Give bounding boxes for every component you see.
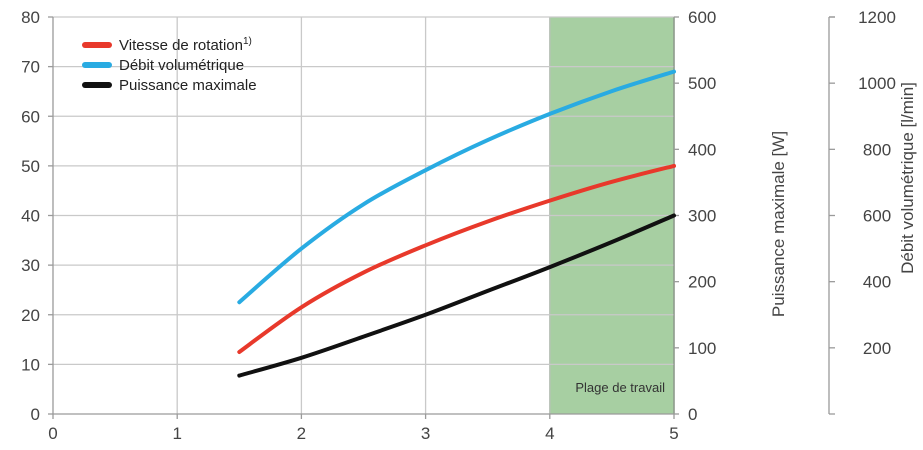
series-line-debit-volumetrique	[237, 69, 676, 305]
legend-label-vitesse: Vitesse de rotation1)	[119, 36, 252, 54]
grid-lines	[53, 16, 674, 414]
legend-swatch-debit	[82, 62, 112, 68]
right-axis-title-debit: Débit volumétrique [l/min]	[898, 82, 917, 274]
right-tick-label-debit: 200	[863, 339, 891, 358]
left-tick-label: 60	[21, 107, 40, 126]
right-tick-label-debit: 1000	[858, 74, 896, 93]
legend-swatch-vitesse	[82, 42, 112, 48]
legend-swatch-puissance	[82, 82, 112, 88]
right-tick-label-puissance: 200	[688, 273, 716, 292]
left-tick-label: 20	[21, 306, 40, 325]
right-tick-label-puissance: 400	[688, 140, 716, 159]
legend-label-puissance: Puissance maximale	[119, 77, 257, 94]
x-tick-label: 1	[172, 424, 181, 443]
x-tick-label: 4	[545, 424, 554, 443]
right-tick-label-debit: 400	[863, 273, 891, 292]
band-label: Plage de travail	[575, 380, 665, 395]
x-tick-label: 5	[669, 424, 678, 443]
x-tick-label: 3	[421, 424, 430, 443]
left-tick-label: 10	[21, 355, 40, 374]
left-tick-label: 50	[21, 157, 40, 176]
right-tick-label-puissance: 300	[688, 207, 716, 226]
left-tick-label: 0	[31, 405, 40, 424]
right-tick-label-puissance: 500	[688, 74, 716, 93]
series-line-puissance-maximale	[237, 213, 676, 378]
right-tick-label-debit: 1200	[858, 8, 896, 27]
left-tick-label: 70	[21, 58, 40, 77]
legend: Vitesse de rotation1) Débit volumétrique…	[82, 36, 257, 94]
right-tick-label-debit: 800	[863, 140, 891, 159]
left-tick-label: 80	[21, 8, 40, 27]
right-tick-label-debit: 600	[863, 207, 891, 226]
x-tick-label: 2	[297, 424, 306, 443]
legend-label-debit: Débit volumétrique	[119, 57, 244, 74]
series-line-vitesse-de-rotation	[237, 163, 676, 354]
right-tick-label-puissance: 0	[688, 405, 697, 424]
legend-superscript: 1)	[243, 36, 252, 47]
series-lines	[237, 69, 676, 378]
right-tick-label-puissance: 100	[688, 339, 716, 358]
right-tick-label-puissance: 600	[688, 8, 716, 27]
right-axis-title-puissance: Puissance maximale [W]	[769, 131, 788, 317]
x-tick-label: 0	[48, 424, 57, 443]
left-tick-label: 30	[21, 256, 40, 275]
left-tick-label: 40	[21, 207, 40, 226]
